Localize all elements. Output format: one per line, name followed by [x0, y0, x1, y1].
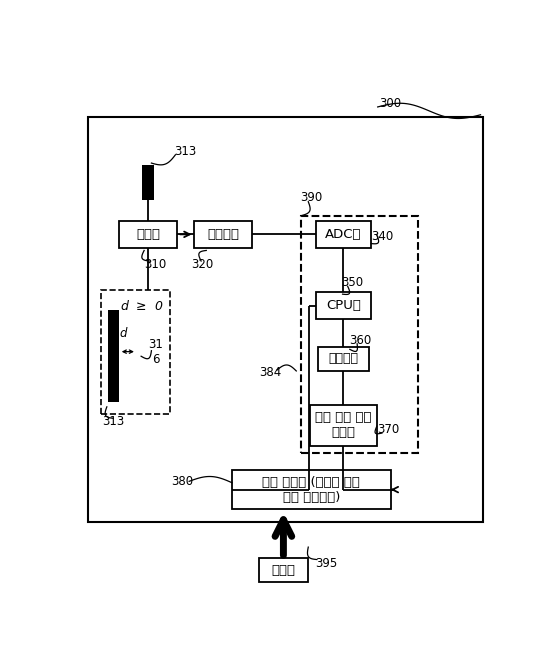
- Text: 31
6: 31 6: [148, 338, 163, 366]
- Text: 360: 360: [349, 334, 372, 347]
- Text: 임계 점프 전류
설정부: 임계 점프 전류 설정부: [315, 411, 372, 440]
- Text: 395: 395: [315, 557, 337, 570]
- Text: CPU부: CPU부: [326, 299, 361, 312]
- Bar: [143, 165, 154, 200]
- Text: ADC부: ADC부: [325, 228, 362, 241]
- Text: $d$  ≥  0: $d$ ≥ 0: [120, 298, 164, 312]
- Bar: [108, 310, 119, 402]
- Bar: [195, 221, 252, 248]
- Text: 384: 384: [259, 366, 281, 379]
- Text: 증폭기부: 증폭기부: [207, 228, 239, 241]
- Text: 350: 350: [341, 276, 363, 289]
- Text: 센서부: 센서부: [137, 228, 160, 241]
- Text: 313: 313: [102, 415, 124, 428]
- Text: 310: 310: [144, 258, 166, 271]
- Bar: [119, 221, 178, 248]
- Text: 320: 320: [191, 258, 213, 271]
- Bar: [88, 117, 483, 522]
- Text: 370: 370: [377, 423, 399, 436]
- Bar: [232, 470, 390, 509]
- Text: 전력 제어부 (불연속 전류
차단 스위치부): 전력 제어부 (불연속 전류 차단 스위치부): [262, 476, 360, 504]
- Text: 메모리부: 메모리부: [328, 352, 358, 365]
- Bar: [301, 216, 419, 453]
- Bar: [316, 221, 371, 248]
- Bar: [316, 292, 371, 320]
- Bar: [317, 347, 369, 371]
- Text: 390: 390: [300, 191, 322, 204]
- Text: 380: 380: [171, 475, 194, 488]
- Bar: [310, 405, 377, 446]
- Text: $d$: $d$: [119, 326, 129, 341]
- Bar: [101, 290, 170, 413]
- Text: 313: 313: [174, 145, 196, 158]
- Text: 340: 340: [371, 230, 393, 243]
- Bar: [259, 558, 308, 582]
- Text: 전원부: 전원부: [272, 563, 295, 577]
- Text: 300: 300: [379, 97, 401, 110]
